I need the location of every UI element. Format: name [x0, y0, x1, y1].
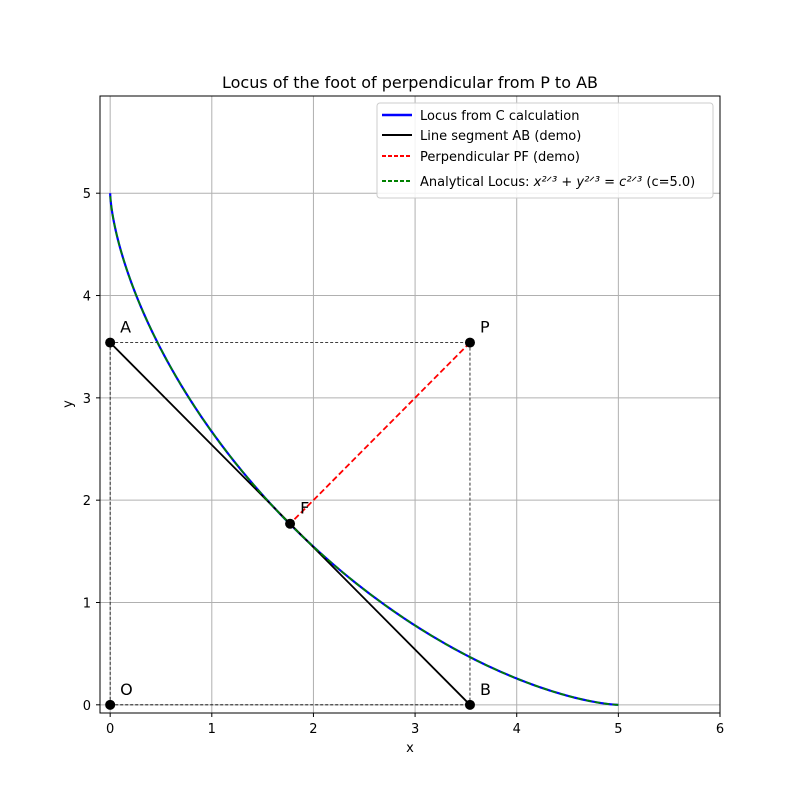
points: A P F O B [105, 318, 491, 710]
x-tick-label: 0 [106, 722, 114, 737]
legend-label-1: Line segment AB (demo) [420, 129, 581, 144]
point-label-O: O [120, 680, 133, 699]
x-tick-label: 6 [716, 722, 724, 737]
point-label-B: B [480, 680, 491, 699]
ticks: 0 1 2 3 4 5 6 0 1 2 3 4 5 [83, 187, 724, 737]
legend: Locus from C calculation Line segment AB … [376, 102, 714, 199]
x-tick-label: 5 [614, 722, 622, 737]
point-P [464, 337, 475, 348]
point-B [464, 699, 475, 710]
legend-label-2: Perpendicular PF (demo) [420, 150, 580, 165]
point-O [105, 699, 116, 710]
y-tick-label: 4 [83, 290, 91, 305]
y-axis-label: y [61, 400, 76, 408]
y-tick-label: 5 [83, 187, 91, 202]
legend-label-3: Analytical Locus: x²ᐟ³ + y²ᐟ³ = c²ᐟ³ (c=… [420, 175, 695, 190]
x-axis-label: x [406, 741, 414, 756]
series-line-2 [289, 341, 471, 525]
legend-box [376, 102, 714, 199]
legend-label-0: Locus from C calculation [420, 109, 579, 124]
y-tick-label: 2 [83, 494, 91, 509]
point-label-F: F [300, 499, 309, 518]
y-tick-label: 1 [83, 596, 91, 611]
point-F [285, 518, 296, 529]
x-tick-label: 2 [309, 722, 317, 737]
y-tick-label: 3 [83, 392, 91, 407]
guide-lines [109, 342, 471, 706]
x-tick-label: 1 [208, 722, 216, 737]
x-tick-label: 4 [513, 722, 521, 737]
chart-title: Locus of the foot of perpendicular from … [222, 73, 598, 92]
point-label-A: A [120, 318, 131, 337]
point-A [105, 337, 116, 348]
point-label-P: P [480, 318, 490, 337]
y-tick-label: 0 [83, 699, 91, 714]
grid [100, 96, 721, 713]
x-tick-label: 3 [411, 722, 419, 737]
plot-frame [99, 95, 721, 714]
